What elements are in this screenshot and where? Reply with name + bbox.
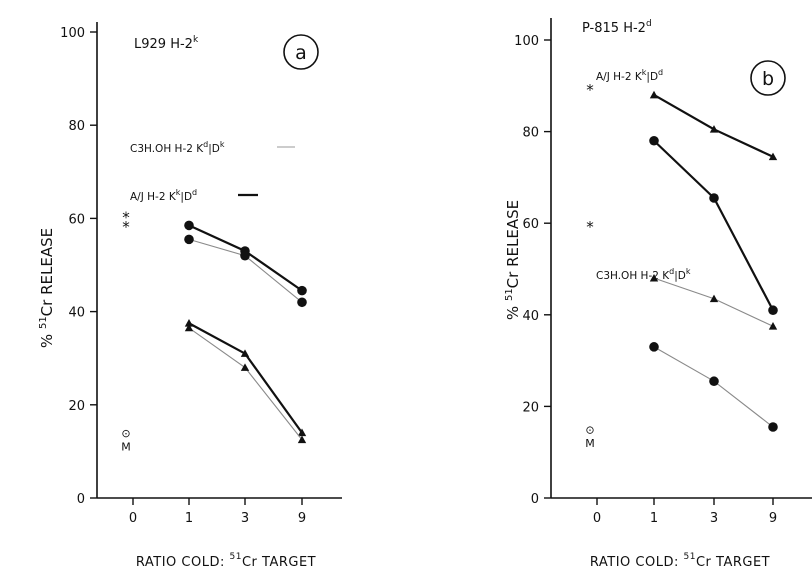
- panel-a-data-point: [297, 428, 307, 437]
- panel-a-legend-label-0: C3H.OH H-2 Kd|Dk: [130, 140, 225, 155]
- panel-b-data-point: [709, 125, 719, 133]
- panel-a-x-tick-label: 0: [129, 511, 137, 526]
- panel-a-data-point: [184, 220, 194, 231]
- panel-a-control-point: *: [122, 218, 130, 236]
- panel-b-control-point: *: [586, 81, 594, 99]
- panel-b-x-tick-label: 0: [593, 511, 601, 526]
- panel-b-data-point: [649, 342, 659, 352]
- panel-b-data-point: [768, 305, 778, 316]
- panel-a-data-point: [240, 349, 250, 357]
- svg-text:b: b: [762, 68, 774, 90]
- panel-b-data-point: [768, 322, 778, 330]
- panel-b-y-tick-label: 20: [522, 400, 539, 415]
- panel-b-y-label: % 51Cr RELEASE: [504, 200, 522, 320]
- panel-b-x-tick-label: 1: [650, 511, 658, 526]
- panel-b-data-point: [709, 294, 719, 303]
- panel-a-legend-label-1: A/J H-2 Kk|Dd: [130, 188, 197, 203]
- panel-b-control-point: ⊙: [585, 423, 594, 436]
- panel-a-title: L929 H-2k: [134, 35, 199, 52]
- panel-a-x-label: RATIO COLD: 51Cr TARGET: [136, 552, 316, 570]
- panel-b-y-tick-label: 80: [522, 126, 539, 141]
- panel-b-series-line: [653, 94, 774, 158]
- panel-b-badge: b: [750, 60, 786, 96]
- panel-b-control-point: *: [586, 218, 594, 236]
- panel-b-series-line: [653, 346, 774, 428]
- panel-b-legend-label-1: C3H.OH H-2 Kd|Dk: [596, 267, 691, 282]
- panel-b-control-point: M: [585, 437, 595, 450]
- panel-a-x-tick-label: 3: [241, 511, 249, 526]
- panel-b-data-point: [649, 273, 659, 282]
- panel-b-y-tick-label: 100: [514, 34, 539, 49]
- panel-a-data-point: [240, 363, 250, 371]
- panel-a-y-label: % 51Cr RELEASE: [38, 228, 56, 348]
- panel-b: P-815 H-2d b A/J H-2 Kk|Dd C3H.OH H-2 Kd…: [504, 18, 812, 570]
- panel-a-badge: a: [283, 34, 319, 70]
- panel-a-data-point: [297, 297, 307, 308]
- panel-b-data-point: [649, 90, 659, 99]
- panel-a-y-tick-label: 0: [77, 492, 85, 507]
- panel-a-data-point: [184, 323, 194, 332]
- panel-b-data-point: [709, 376, 719, 387]
- panel-b-y-tick-label: 40: [522, 309, 539, 324]
- panel-a-data-point: [184, 319, 194, 327]
- panel-a-legend: C3H.OH H-2 Kd|Dk A/J H-2 Kk|Dd: [130, 140, 295, 203]
- panel-a-data-point: [240, 250, 250, 261]
- panel-b-title: P-815 H-2d: [582, 19, 652, 36]
- panel-a-y-tick-label: 80: [68, 119, 85, 134]
- panel-a-series-line: [188, 327, 303, 441]
- panel-b-y-tick-label: 60: [522, 217, 539, 232]
- panel-a: L929 H-2k a C3H.OH H-2 Kd|Dk A/J H-2 Kk|…: [38, 22, 342, 570]
- panel-b-y-tick-label: 0: [531, 492, 539, 507]
- panel-b-x-tick-label: 9: [769, 511, 777, 526]
- panel-a-y-tick-label: 100: [60, 26, 85, 41]
- panel-a-control-point: M: [121, 441, 131, 454]
- panel-a-control-point: ⊙: [121, 427, 130, 440]
- panel-b-legend: A/J H-2 Kk|Dd C3H.OH H-2 Kd|Dk: [596, 68, 691, 282]
- svg-text:a: a: [295, 42, 307, 64]
- panel-b-data-point: [768, 152, 778, 161]
- panel-b-x-label: RATIO COLD: 51Cr TARGET: [590, 552, 770, 570]
- panel-b-data-point: [768, 422, 778, 432]
- panel-b-legend-label-0: A/J H-2 Kk|Dd: [596, 68, 663, 83]
- panel-a-data-point: [297, 435, 307, 444]
- panel-a-y-tick-label: 40: [68, 306, 85, 321]
- panel-a-x-tick-label: 9: [298, 511, 306, 526]
- panel-a-y-tick-label: 60: [68, 212, 85, 227]
- panel-a-data-point: [184, 234, 194, 245]
- panel-b-data-point: [709, 193, 719, 203]
- panel-b-data-point: [649, 135, 659, 146]
- panel-a-y-tick-label: 20: [68, 399, 85, 414]
- panel-a-data-point: [297, 285, 307, 296]
- panel-a-control-point: *: [122, 209, 130, 227]
- panel-b-series-line: [653, 277, 774, 327]
- panel-a-x-tick-label: 1: [185, 511, 193, 526]
- panel-b-x-tick-label: 3: [710, 511, 718, 526]
